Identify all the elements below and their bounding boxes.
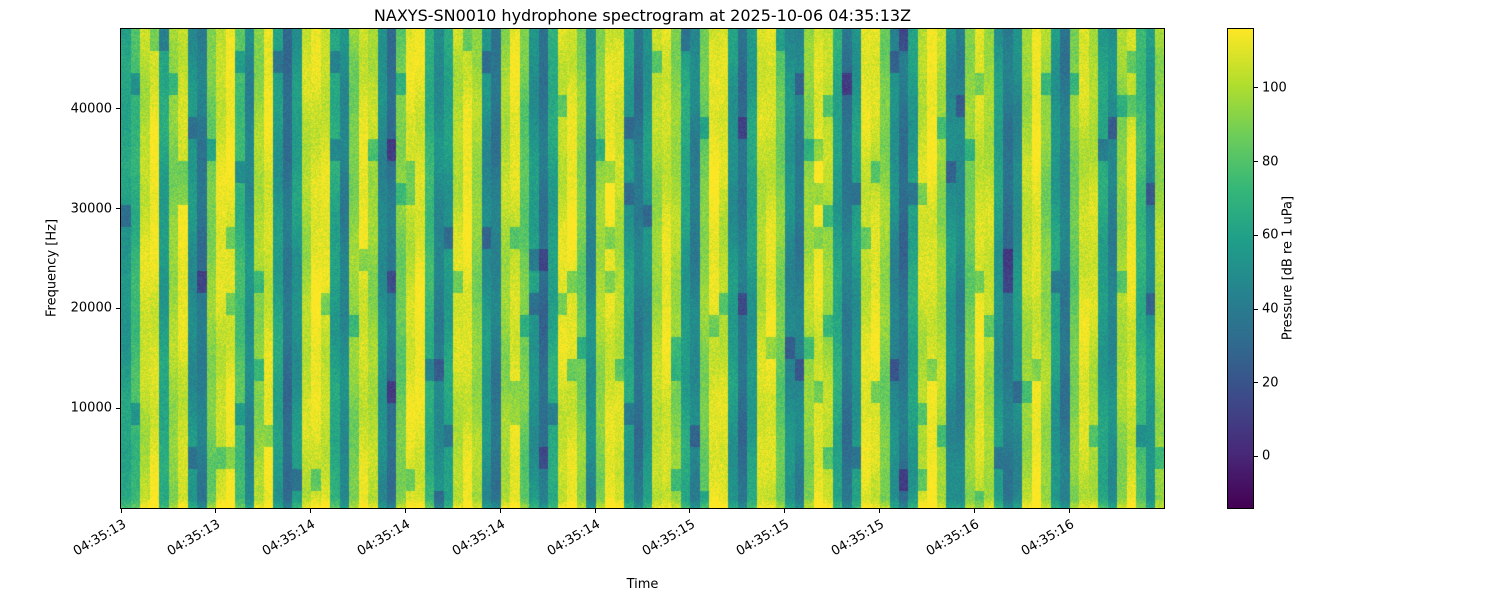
colorbar-tick-label: 80 (1262, 154, 1279, 170)
x-tick-mark (973, 509, 975, 513)
x-tick-label: 04:35:15 (828, 517, 888, 560)
x-tick-mark (404, 509, 406, 513)
colorbar-tick-mark (1254, 161, 1258, 163)
colorbar-tick-label: 20 (1262, 375, 1279, 391)
y-tick-label: 30000 (70, 201, 112, 217)
colorbar-tick-mark (1254, 382, 1258, 384)
colorbar-tick-label: 60 (1262, 227, 1279, 243)
x-tick-mark (1068, 509, 1070, 513)
colorbar-tick-label: 100 (1262, 80, 1287, 96)
y-tick-label: 10000 (70, 400, 112, 416)
colorbar-tick-mark (1254, 308, 1258, 310)
x-tick-label: 04:35:15 (639, 517, 698, 560)
x-tick-mark (689, 509, 691, 513)
spectrogram-heatmap (121, 29, 1164, 508)
x-tick-label: 04:35:14 (544, 517, 603, 560)
y-tick-mark (116, 307, 120, 309)
x-tick-mark (120, 509, 122, 513)
y-tick-mark (116, 108, 120, 110)
y-tick-mark (116, 208, 120, 210)
y-tick-mark (116, 407, 120, 409)
x-tick-mark (784, 509, 786, 513)
colorbar-tick-mark (1254, 87, 1258, 89)
colorbar-tick-label: 40 (1262, 301, 1279, 317)
colorbar-gradient (1228, 29, 1253, 508)
colorbar-tick-mark (1254, 455, 1258, 457)
y-tick-label: 40000 (70, 101, 112, 117)
colorbar-label: Pressure [dB re 1 uPa] (1280, 195, 1296, 341)
x-tick-label: 04:35:14 (449, 517, 508, 560)
x-tick-mark (310, 509, 312, 513)
x-tick-mark (594, 509, 596, 513)
x-tick-mark (215, 509, 217, 513)
y-tick-label: 20000 (70, 300, 112, 316)
x-tick-label: 04:35:13 (70, 517, 129, 560)
colorbar-tick-mark (1254, 234, 1258, 236)
chart-title: NAXYS-SN0010 hydrophone spectrogram at 2… (373, 6, 912, 25)
x-tick-mark (499, 509, 501, 513)
y-axis-label: Frequency [Hz] (44, 218, 60, 318)
x-axis-label: Time (626, 577, 659, 592)
x-tick-label: 04:35:16 (923, 517, 982, 560)
x-tick-label: 04:35:14 (354, 517, 413, 560)
x-tick-label: 04:35:16 (1018, 517, 1077, 560)
x-tick-mark (879, 509, 881, 513)
colorbar-tick-label: 0 (1262, 448, 1271, 464)
x-tick-label: 04:35:14 (260, 517, 319, 560)
x-tick-label: 04:35:13 (165, 517, 224, 560)
x-tick-label: 04:35:15 (734, 517, 793, 560)
